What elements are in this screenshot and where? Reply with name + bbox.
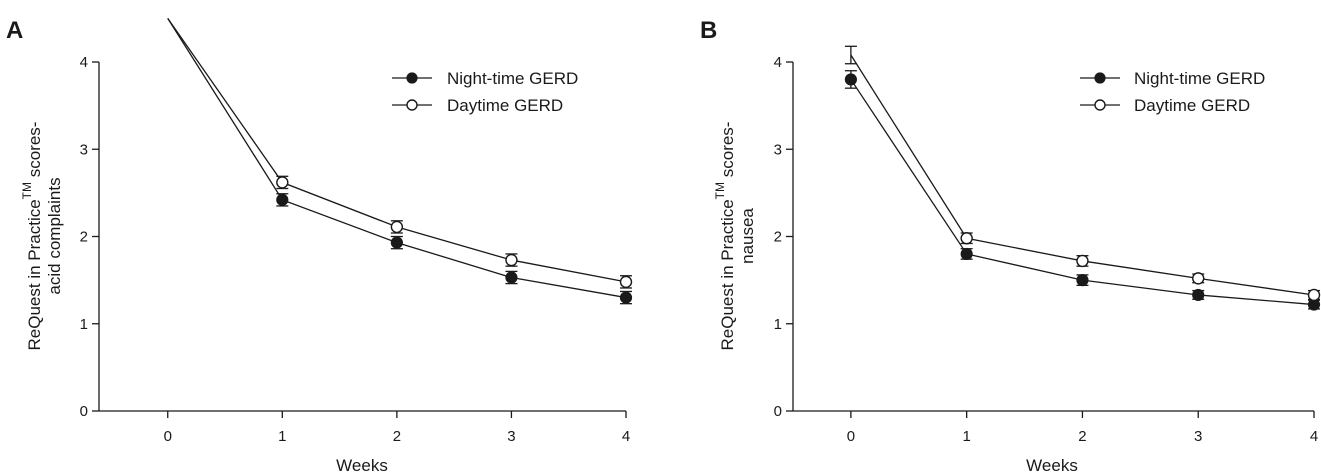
panel-b-x-tick-label: 2	[1078, 428, 1086, 445]
panel-a-y-tick-label: 1	[80, 316, 88, 333]
panel-b-series-0-point	[1076, 274, 1089, 287]
panel-a-x-tick-label: 2	[393, 428, 401, 445]
panel-a-y-tick-label: 2	[80, 229, 88, 246]
panel-a-series-0-point	[390, 236, 403, 249]
panel-b-series-0-point	[960, 247, 973, 261]
panel-a-series-0-line	[167, 18, 627, 299]
panel-a-series-0-point	[505, 271, 518, 284]
panel-b-series-1-point	[1307, 288, 1321, 302]
panel-a-y-tick-label: 3	[80, 141, 88, 158]
panel-a-legend-item-day: Daytime GERD	[392, 96, 563, 115]
panel-a-y-tick-label: 0	[80, 403, 88, 420]
panel-a-y-axis-title-line1: ReQuest in PracticeTM scores-	[20, 122, 44, 351]
panel-a-series-1-point	[619, 275, 633, 289]
panel-b-y-tick-label: 3	[774, 141, 782, 158]
panel-b-y-title-post: scores-	[718, 122, 737, 182]
panel-a-plot-area	[167, 18, 633, 305]
panel-a-y-axis-title-line2: acid complaints	[45, 177, 64, 294]
panel-a: A ReQuest in PracticeTM scores- acid com…	[6, 17, 633, 474]
panel-b: B ReQuest in PracticeTM scores- nausea W…	[700, 17, 1321, 474]
panel-a-y-title-superscript: TM	[20, 182, 34, 199]
panel-b-legend: Night-time GERD Daytime GERD	[1080, 69, 1265, 115]
panel-b-y-ticks: 0 1 2 3 4	[774, 54, 793, 420]
panel-a-y-axis-title: ReQuest in PracticeTM scores- acid compl…	[20, 122, 64, 351]
panel-a-x-ticks: 0 1 2 3 4	[164, 411, 630, 445]
panel-b-y-axis-title-line1: ReQuest in PracticeTM scores-	[713, 122, 737, 351]
panel-a-series-1-point	[390, 220, 404, 234]
panel-a-x-tick-label: 1	[278, 428, 286, 445]
panel-b-legend-item-night: Night-time GERD	[1080, 69, 1265, 88]
panel-a-y-title-pre: ReQuest in Practice	[25, 199, 44, 350]
panel-a-y-ticks: 0 1 2 3 4	[80, 54, 99, 420]
panel-b-legend-item-day: Daytime GERD	[1080, 96, 1250, 115]
panel-b-y-tick-label: 2	[774, 229, 782, 246]
panel-b-plot-area	[844, 45, 1321, 311]
panel-a-x-tick-label: 0	[164, 428, 172, 445]
panel-b-y-tick-label: 4	[774, 54, 782, 71]
panel-b-legend-night-marker	[1094, 72, 1106, 84]
panel-a-legend-day-label: Daytime GERD	[447, 96, 563, 115]
panel-b-y-tick-label: 0	[774, 403, 782, 420]
panel-b-x-tick-label: 1	[962, 428, 970, 445]
panel-a-label: A	[6, 17, 23, 44]
panel-a-series-0-point	[619, 291, 633, 304]
panel-b-series-0-point	[844, 73, 857, 86]
panel-b-x-tick-label: 3	[1194, 428, 1202, 445]
panel-b-x-tick-label: 4	[1310, 428, 1318, 445]
panel-b-series-1	[844, 45, 1321, 302]
panel-b-series-0-point	[1192, 288, 1205, 302]
panel-b-series-0	[844, 70, 1321, 311]
panel-b-y-axis-title: ReQuest in PracticeTM scores- nausea	[713, 122, 757, 351]
panel-b-series-1-point	[1192, 272, 1205, 285]
panel-b-x-tick-label: 0	[847, 428, 855, 445]
panel-b-legend-day-marker	[1094, 99, 1106, 111]
panel-b-y-title-pre: ReQuest in Practice	[718, 199, 737, 350]
panel-a-y-title-post: scores-	[25, 122, 44, 182]
panel-b-legend-night-label: Night-time GERD	[1134, 69, 1265, 88]
panel-b-y-tick-label: 1	[774, 316, 782, 333]
panel-a-legend-night-label: Night-time GERD	[447, 69, 578, 88]
panel-a-series-1	[167, 18, 633, 289]
panel-a-x-axis-title: Weeks	[336, 456, 388, 474]
panel-a-legend-day-marker	[406, 99, 418, 111]
panel-a-series-0	[167, 18, 633, 305]
panel-b-series-1-point	[960, 232, 973, 245]
panel-a-y-tick-label: 4	[80, 54, 88, 71]
panel-a-legend: Night-time GERD Daytime GERD	[392, 69, 578, 115]
panel-a-series-0-point	[276, 193, 289, 206]
panel-a-legend-night-marker	[406, 72, 418, 84]
panel-b-y-axis-title-line2: nausea	[738, 208, 757, 264]
panel-a-x-tick-label: 3	[507, 428, 515, 445]
panel-b-label: B	[700, 17, 717, 44]
panel-a-series-1-point	[276, 176, 289, 189]
panel-b-x-axis-title: Weeks	[1026, 456, 1078, 474]
panel-a-x-tick-label: 4	[622, 428, 630, 445]
panel-b-y-title-superscript: TM	[713, 182, 727, 199]
panel-a-series-1-point	[505, 253, 518, 267]
panel-b-legend-day-label: Daytime GERD	[1134, 96, 1250, 115]
panel-a-legend-item-night: Night-time GERD	[392, 69, 578, 88]
panel-b-series-1-point	[1076, 254, 1089, 268]
panel-b-x-ticks: 0 1 2 3 4	[847, 411, 1318, 445]
